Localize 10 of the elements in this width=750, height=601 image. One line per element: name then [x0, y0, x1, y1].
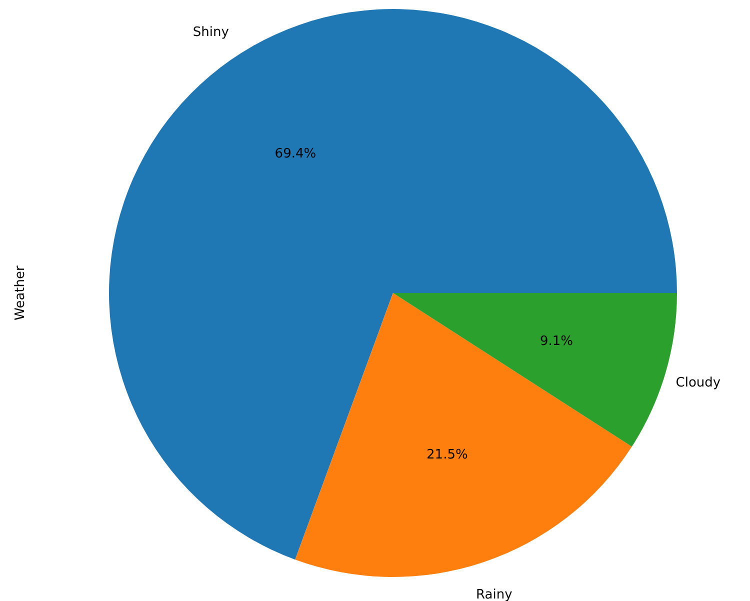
pie-slice: [393, 293, 677, 447]
text: Weather: [13, 264, 28, 320]
data-label: 9.1%: [540, 334, 573, 350]
data-label: 21.5%: [426, 448, 468, 463]
data-label: 69.4%: [274, 146, 316, 162]
slice-label: Shiny: [192, 25, 230, 40]
pie-slice: [110, 9, 677, 560]
slice-label: Rainy: [476, 588, 513, 601]
slice-label: Cloudy: [676, 376, 721, 391]
pie-slice: [295, 293, 632, 577]
